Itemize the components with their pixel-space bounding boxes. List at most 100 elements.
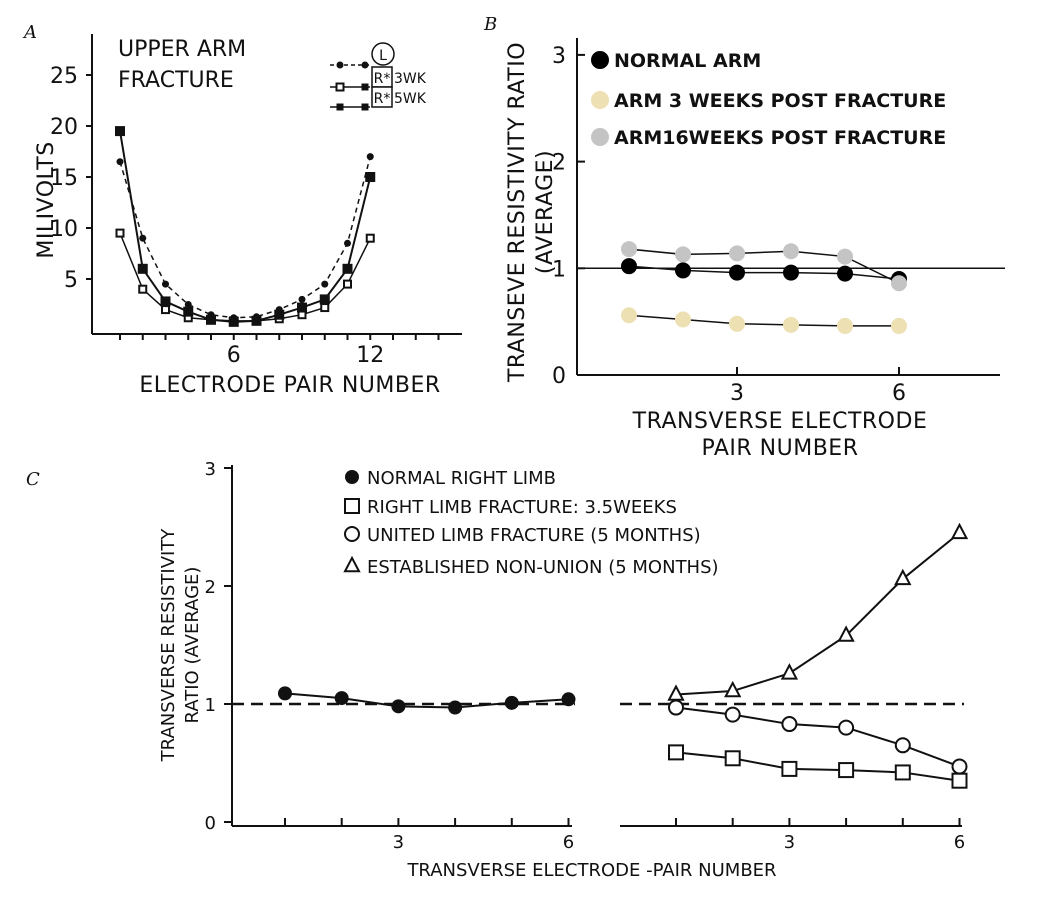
- panel-c-point: [334, 691, 349, 706]
- panel-a-point: [297, 302, 307, 313]
- panel-c-y-tick-label: 1: [205, 695, 216, 716]
- panel-a-legend-label: L: [379, 48, 387, 64]
- panel-a-title-line-2: FRACTURE: [118, 68, 234, 93]
- panel-b-legend-label: ARM 3 WEEKS POST FRACTURE: [614, 90, 946, 112]
- panel-a-series-line: [119, 130, 372, 323]
- panel-a-legend-marker: [361, 103, 369, 111]
- panel-b-point: [783, 264, 799, 281]
- panel-c-point: [780, 663, 799, 680]
- panel-b-point: [783, 243, 799, 260]
- panel-c-point: [781, 760, 798, 777]
- panel-a-x-axis-label: ELECTRODE PAIR NUMBER: [139, 373, 440, 398]
- panel-b-letter: B: [483, 14, 497, 35]
- panel-c-y-tick-label: 0: [205, 813, 216, 834]
- panel-c-point: [894, 764, 911, 781]
- panel-c-point: [838, 762, 855, 779]
- panel-a-series-line: [119, 156, 371, 319]
- panel-c-point: [724, 706, 741, 723]
- panel-a-point: [342, 263, 353, 274]
- panel-a-point: [162, 280, 169, 288]
- panel-a-point: [251, 315, 262, 326]
- panel-a-y-axis-label: MILIVOLTS: [34, 141, 59, 258]
- panel-a-legend-marker: [336, 61, 344, 69]
- panel-c-series-line: [675, 706, 960, 768]
- panel-a-point: [138, 284, 148, 294]
- panel-b-x-tick-label: 6: [892, 381, 906, 406]
- panel-b-point: [729, 315, 745, 332]
- panel-b-point: [675, 262, 691, 279]
- panel-b-y-tick-label: 1: [552, 257, 566, 282]
- panel-c-point: [391, 699, 406, 714]
- panel-a-point: [365, 233, 375, 243]
- panel-c-point: [950, 522, 969, 540]
- panel-b-legend-marker: [591, 91, 609, 109]
- panel-b-series-line: [628, 248, 900, 284]
- panel-c-point: [278, 686, 292, 701]
- panel-b-series-line: [628, 314, 899, 327]
- panel-b-x-axis-label-line-2: PAIR NUMBER: [702, 436, 859, 461]
- panel-a-point: [115, 126, 125, 137]
- panel-a-point: [184, 301, 192, 308]
- panel-c-legend-marker: [343, 555, 361, 573]
- panel-a-y-tick-label: 20: [50, 115, 78, 140]
- panel-a-point: [298, 295, 306, 303]
- panel-a-legend-label: 5WK: [394, 91, 427, 107]
- panel-a-point: [139, 234, 147, 242]
- panel-a-y-tick-label: 5: [64, 268, 78, 293]
- panel-a-legend-badge: [371, 42, 395, 66]
- panel-c-point: [668, 699, 684, 716]
- panel-b-point: [675, 311, 691, 328]
- panel-a-point: [344, 239, 351, 247]
- panel-a-point: [365, 172, 376, 182]
- panel-b-point: [837, 265, 853, 282]
- panel-b-legend-marker: [591, 51, 609, 69]
- panel-b-point: [891, 317, 907, 334]
- panel-c-point: [781, 716, 798, 733]
- panel-a-legend-label: R*: [374, 71, 391, 87]
- panel-c-point: [894, 737, 911, 754]
- panel-c-x-tick-label: 6: [954, 832, 965, 853]
- panel-a-title-line-1: UPPER ARM: [118, 37, 246, 62]
- panel-a-legend-marker: [361, 61, 369, 69]
- panel-a-x-tick-label: 12: [356, 343, 384, 368]
- panel-b-point: [621, 241, 637, 258]
- panel-b-series-line: [628, 265, 900, 280]
- panel-c-point: [951, 772, 968, 789]
- panel-c-y-tick-label: 2: [205, 577, 216, 598]
- panel-c-series-line: [675, 751, 960, 782]
- panel-b-y-tick-label: 2: [552, 151, 566, 176]
- panel-a-point: [116, 158, 124, 166]
- panel-a-point: [343, 279, 352, 289]
- panel-c-series-line: [675, 532, 961, 696]
- panel-a-y-tick-label: 25: [50, 64, 78, 89]
- panel-c-legend-marker: [344, 526, 360, 542]
- panel-a-x-tick-label: 6: [227, 343, 241, 368]
- panel-a-legend-label: R*: [374, 91, 391, 107]
- panel-a-legend-badge: [371, 86, 393, 108]
- panel-c-x-axis-label: TRANSVERSE ELECTRODE -PAIR NUMBER: [406, 860, 776, 881]
- panel-b-point: [729, 264, 745, 281]
- panel-b-x-axis-label-line-1: TRANSVERSE ELECTRODE: [632, 409, 928, 434]
- panel-c-point: [724, 750, 741, 767]
- panel-c-point: [667, 684, 685, 701]
- panel-a-point: [160, 296, 171, 307]
- panel-b-point: [837, 317, 853, 334]
- panel-c-point: [838, 719, 855, 736]
- panel-a-point: [320, 303, 330, 313]
- panel-a-legend-marker: [335, 82, 345, 92]
- panel-a-legend-marker: [361, 83, 369, 91]
- panel-a-point: [206, 314, 216, 325]
- panel-a-series-line: [119, 232, 371, 322]
- panel-c-legend-label: RIGHT LIMB FRACTURE: 3.5WEEKS: [367, 497, 677, 518]
- panel-b-y-axis-label-line-1: TRANSEVE RESISTIVITY RATIO: [505, 42, 530, 383]
- panel-b-point: [621, 307, 637, 324]
- panel-b-legend-marker: [591, 128, 609, 146]
- panel-b-point: [729, 245, 745, 262]
- panel-c-y-tick-label: 3: [205, 459, 216, 480]
- panel-c-legend-marker: [345, 470, 359, 484]
- panel-b-legend-label: ARM16WEEKS POST FRACTURE: [614, 127, 946, 149]
- panel-b-point: [675, 246, 691, 263]
- panel-c-point: [837, 625, 855, 642]
- panel-a-point: [183, 306, 194, 317]
